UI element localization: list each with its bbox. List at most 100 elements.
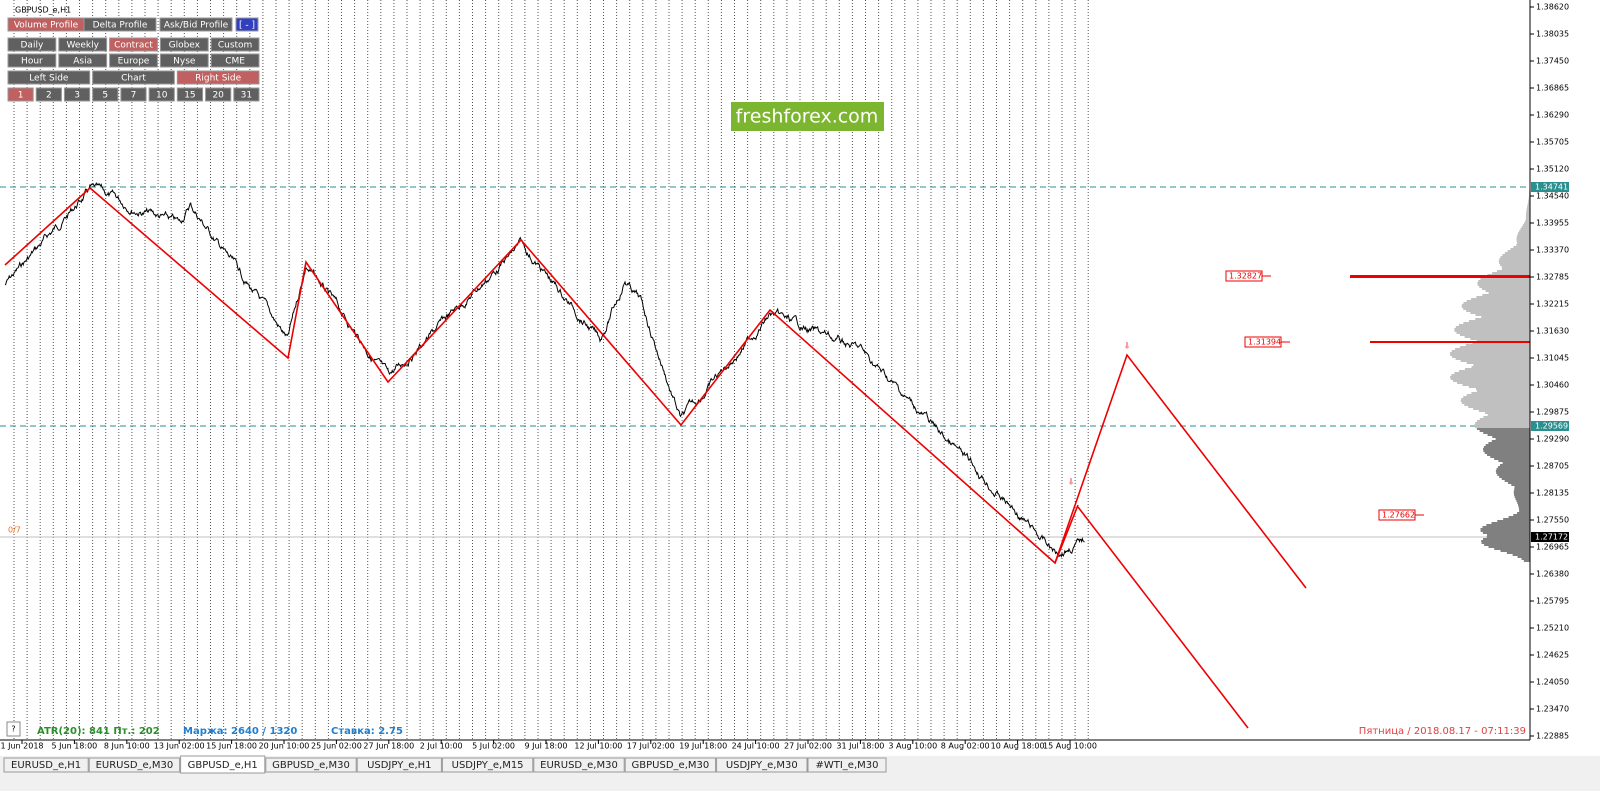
button[interactable]: Volume Profile [14, 21, 79, 31]
button-bg[interactable] [210, 37, 260, 52]
profile-bar [1477, 282, 1530, 284]
button[interactable]: Right Side [195, 74, 241, 84]
tab-bg[interactable] [441, 757, 534, 773]
button-bg[interactable] [159, 17, 233, 32]
zigzag [4, 186, 1079, 565]
price-marker: 1.29569 [1535, 422, 1568, 431]
profile-bar [1488, 442, 1530, 444]
button[interactable]: 5 [102, 91, 108, 101]
button[interactable]: 2 [46, 91, 52, 101]
tab-bg[interactable] [180, 755, 266, 774]
tab[interactable]: GBPUSD_e,M30 [272, 760, 350, 771]
button[interactable]: Asia [73, 57, 92, 67]
button-bg[interactable] [7, 70, 91, 85]
button[interactable]: Hour [21, 57, 43, 67]
tab-bg[interactable] [716, 757, 808, 773]
button[interactable]: 10 [156, 91, 168, 101]
button-bg[interactable] [63, 87, 91, 102]
tab-bg[interactable] [356, 757, 442, 773]
button-bg[interactable] [7, 53, 57, 68]
button-bg[interactable] [120, 87, 147, 102]
button[interactable]: 15 [184, 91, 195, 101]
button[interactable]: Daily [21, 41, 44, 51]
button-bg[interactable] [7, 37, 57, 52]
tab-bg[interactable] [88, 757, 181, 773]
button[interactable]: Europe [118, 57, 150, 67]
button-bg[interactable] [176, 70, 260, 85]
button[interactable]: Weekly [66, 41, 99, 51]
tab[interactable]: EURUSD_e,M30 [540, 760, 618, 771]
time-label: 3 Aug 10:00 [888, 742, 937, 751]
button[interactable]: CME [225, 57, 245, 67]
button-bg[interactable] [159, 53, 209, 68]
button[interactable]: [ - ] [239, 21, 255, 31]
profile-bar [1484, 452, 1530, 454]
help-button[interactable] [6, 721, 21, 737]
button[interactable]: Left Side [29, 74, 69, 84]
tab[interactable]: USDJPY_e,H1 [367, 760, 431, 771]
button[interactable]: Custom [218, 41, 252, 51]
button[interactable]: Ask/Bid Profile [164, 21, 229, 31]
button-bg[interactable] [235, 17, 259, 32]
profile-bar [1527, 204, 1530, 206]
tab[interactable]: #WTI_e,M30 [815, 760, 878, 771]
profile-bar [1454, 372, 1530, 374]
tab[interactable]: EURUSD_e,M30 [96, 760, 174, 771]
button[interactable]: 1 [18, 91, 24, 101]
button-bg[interactable] [58, 53, 108, 68]
tab[interactable]: EURUSD_e,H1 [11, 760, 81, 771]
profile-bar [1483, 450, 1530, 452]
button-bg[interactable] [7, 87, 34, 102]
button[interactable]: Chart [121, 74, 146, 84]
button[interactable]: Contract [114, 41, 153, 51]
button-bg[interactable] [148, 87, 175, 102]
profile-bar [1527, 206, 1530, 208]
tab-bg[interactable] [807, 757, 887, 773]
price-label: 1.31045 [1536, 354, 1569, 363]
button[interactable]: 3 [74, 91, 80, 101]
rate: Ставка: 2.75 [331, 726, 403, 737]
button-bg[interactable] [83, 17, 157, 32]
button[interactable]: Delta Profile [93, 21, 148, 31]
profile-bar [1468, 406, 1530, 408]
button[interactable]: 7 [131, 91, 137, 101]
tab[interactable]: USDJPY_e,M30 [726, 760, 798, 771]
button[interactable]: Nyse [173, 57, 196, 67]
profile-bar [1473, 364, 1530, 366]
help[interactable]: ? [11, 725, 15, 734]
profile-bar [1513, 246, 1530, 248]
tab[interactable]: GBPUSD_e,H1 [188, 760, 258, 771]
profile-bar [1515, 498, 1530, 500]
profile-bar [1491, 522, 1530, 524]
button-bg[interactable] [176, 87, 204, 102]
button-bg[interactable] [35, 87, 62, 102]
tab-bg[interactable] [624, 757, 717, 773]
button-bg[interactable] [109, 37, 158, 52]
profile-bar [1466, 300, 1530, 302]
profile-bar [1525, 214, 1530, 216]
tab[interactable]: USDJPY_e,M15 [452, 760, 524, 771]
button-bg[interactable] [233, 87, 260, 102]
button[interactable]: 31 [241, 91, 252, 101]
tab-bg[interactable] [533, 757, 625, 773]
button-bg[interactable] [92, 70, 175, 85]
button[interactable]: Globex [169, 41, 201, 51]
price-label: 1.32215 [1536, 300, 1569, 309]
button-bg[interactable] [210, 53, 260, 68]
profile-bar [1483, 448, 1530, 450]
profile-bar [1486, 536, 1530, 538]
level-label: 1.27662 [1382, 511, 1415, 520]
profile-bar [1483, 432, 1530, 434]
button-bg[interactable] [159, 37, 209, 52]
profile-bar [1480, 530, 1530, 532]
button-bg[interactable] [92, 87, 119, 102]
profile-bar [1482, 538, 1530, 540]
tab-bg[interactable] [3, 757, 89, 773]
button-bg[interactable] [109, 53, 158, 68]
tab-bg[interactable] [265, 757, 357, 773]
tab[interactable]: GBPUSD_e,M30 [632, 760, 710, 771]
button-bg[interactable] [205, 87, 232, 102]
profile-bar [1450, 376, 1530, 378]
button[interactable]: 20 [212, 91, 224, 101]
button-bg[interactable] [58, 37, 108, 52]
